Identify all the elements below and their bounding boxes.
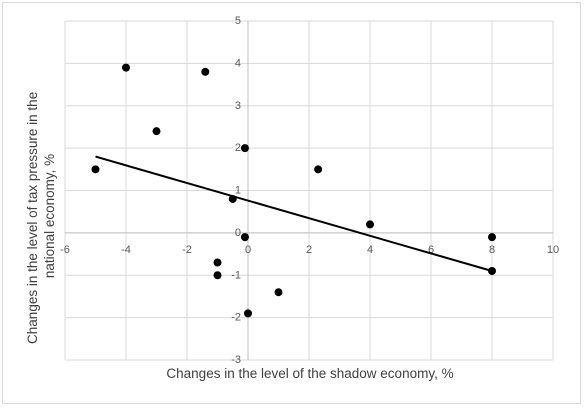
x-tick-label: -6 — [60, 244, 70, 256]
y-tick-label: 4 — [235, 57, 241, 69]
y-tick-label: -2 — [231, 312, 241, 324]
data-point — [488, 233, 496, 242]
data-point — [91, 165, 100, 174]
data-point — [274, 288, 283, 297]
x-tick-label: -2 — [182, 244, 192, 256]
y-axis-title: Changes in the level of tax pressure in … — [25, 88, 57, 344]
x-tick-label: 4 — [367, 244, 373, 256]
y-axis-title-line-1: Changes in the level of tax pressure in … — [25, 92, 40, 344]
trendline-group — [95, 155, 493, 272]
y-tick-labels: -3 -2 -1 0 1 2 3 4 5 — [231, 15, 241, 366]
data-point — [488, 267, 496, 276]
chart-frame — [2, 2, 581, 404]
y-tick-label: -3 — [231, 354, 241, 366]
data-point — [213, 271, 222, 280]
data-point — [213, 258, 222, 267]
x-tick-label: -4 — [121, 244, 131, 256]
x-tick-label: 10 — [547, 244, 559, 256]
data-point — [122, 63, 130, 72]
y-tick-label: 2 — [235, 142, 241, 154]
trendline — [95, 155, 493, 272]
data-point — [366, 220, 374, 229]
data-point — [240, 144, 249, 153]
x-tick-label: 0 — [245, 244, 251, 256]
data-point — [244, 309, 252, 318]
gridlines — [64, 20, 554, 361]
y-tick-label: -1 — [231, 269, 241, 281]
axes — [65, 21, 553, 360]
x-tick-labels: -6 -4 -2 0 2 4 6 8 10 — [60, 244, 559, 256]
data-point — [314, 165, 323, 174]
data-point — [152, 127, 161, 136]
y-tick-label: 3 — [235, 100, 241, 112]
y-axis-title-line-2: national economy, % — [42, 154, 57, 278]
data-point — [228, 194, 237, 203]
y-tick-label: 1 — [235, 185, 241, 197]
x-axis-title: Changes in the level of the shadow econo… — [166, 366, 453, 381]
x-tick-label: 8 — [489, 244, 495, 256]
data-point — [201, 67, 210, 76]
x-tick-label: 2 — [306, 244, 312, 256]
y-tick-label: 5 — [235, 15, 241, 27]
data-points — [91, 63, 496, 318]
y-tick-label: 0 — [235, 227, 241, 239]
x-tick-label: 6 — [428, 244, 434, 256]
data-point — [240, 233, 249, 242]
